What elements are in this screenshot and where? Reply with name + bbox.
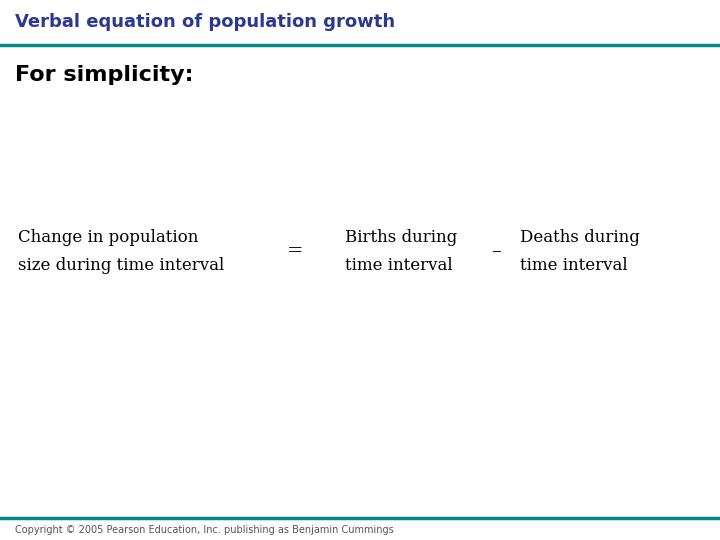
Text: time interval: time interval (520, 256, 628, 273)
Text: =: = (287, 242, 303, 260)
Text: Copyright © 2005 Pearson Education, Inc. publishing as Benjamin Cummings: Copyright © 2005 Pearson Education, Inc.… (15, 525, 394, 535)
Text: time interval: time interval (345, 256, 453, 273)
Text: –: – (491, 242, 501, 260)
Text: size during time interval: size during time interval (18, 256, 224, 273)
Text: Births during: Births during (345, 230, 457, 246)
Text: Verbal equation of population growth: Verbal equation of population growth (15, 13, 395, 31)
Text: Change in population: Change in population (18, 230, 199, 246)
Text: Deaths during: Deaths during (520, 230, 640, 246)
Text: For simplicity:: For simplicity: (15, 65, 194, 85)
